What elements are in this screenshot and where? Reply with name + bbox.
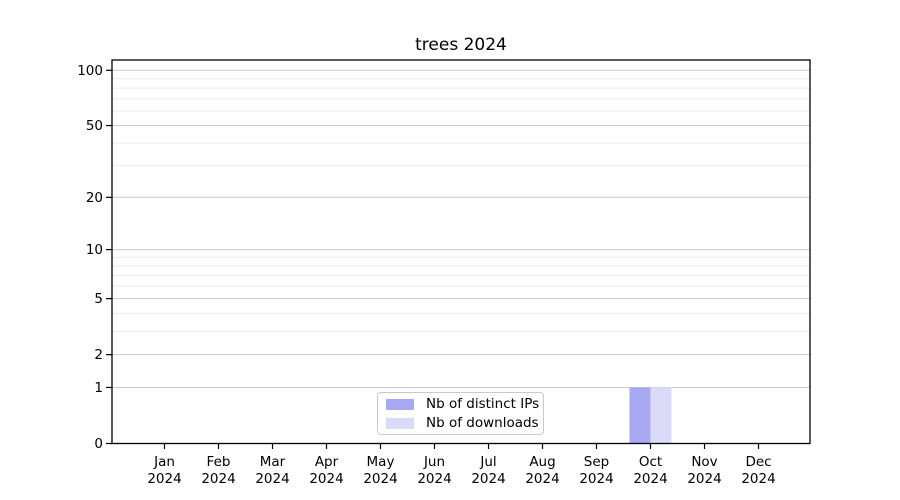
legend-item-distinct-ips: Nb of distinct IPs	[386, 396, 539, 412]
x-tick-label-month: Jul	[479, 454, 496, 470]
x-tick-label-month: Feb	[207, 454, 231, 470]
x-tick-label-year: 2024	[309, 471, 343, 487]
bar-oct-2024	[650, 387, 672, 444]
legend-item-downloads: Nb of downloads	[386, 415, 539, 431]
x-tick-label-month: Oct	[639, 454, 662, 470]
bars-group	[629, 387, 672, 444]
x-tick-label-month: Apr	[315, 454, 339, 470]
x-tick-label-year: 2024	[201, 471, 235, 487]
y-tick-label: 2	[94, 347, 103, 363]
x-tick-label-year: 2024	[579, 471, 613, 487]
x-tick-label-month: Dec	[745, 454, 771, 470]
x-tick-label-month: Sep	[584, 454, 609, 470]
y-tick-label: 0	[94, 436, 103, 452]
x-tick-label-year: 2024	[525, 471, 559, 487]
x-tick-label-month: Jun	[423, 454, 445, 470]
x-tick-label-month: Mar	[260, 454, 286, 470]
y-tick-label: 1	[94, 380, 103, 396]
legend-swatch-distinct-ips	[386, 398, 414, 410]
x-tick-label-year: 2024	[471, 471, 505, 487]
y-tick-label: 20	[86, 190, 103, 206]
y-tick-label: 5	[94, 291, 103, 307]
y-tick-label: 50	[86, 118, 103, 134]
gridlines	[112, 69, 810, 388]
plot-frame	[111, 59, 811, 445]
x-tick-label-year: 2024	[687, 471, 721, 487]
x-tick-label-month: Nov	[691, 454, 717, 470]
legend: Nb of distinct IPs Nb of downloads	[377, 392, 544, 435]
x-tick-label-month: May	[367, 454, 395, 470]
y-axis: 0 1 2 5 10 20 50 100	[77, 63, 112, 452]
bar-oct-2024	[629, 387, 651, 444]
legend-label-distinct-ips: Nb of distinct IPs	[426, 396, 540, 412]
x-tick-label-year: 2024	[255, 471, 289, 487]
x-tick-label-month: Aug	[529, 454, 555, 470]
y-tick-label: 100	[77, 63, 103, 79]
x-tick-label-month: Jan	[153, 454, 175, 470]
x-tick-label-year: 2024	[147, 471, 181, 487]
x-tick-label-year: 2024	[741, 471, 775, 487]
x-tick-label-year: 2024	[633, 471, 667, 487]
x-tick-label-year: 2024	[363, 471, 397, 487]
legend-label-downloads: Nb of downloads	[426, 415, 539, 431]
y-tick-label: 10	[86, 242, 103, 258]
x-axis: Jan2024Feb2024Mar2024Apr2024May2024Jun20…	[147, 443, 776, 487]
chart-title: trees 2024	[415, 35, 507, 55]
legend-swatch-downloads	[386, 417, 414, 429]
x-tick-label-year: 2024	[417, 471, 451, 487]
